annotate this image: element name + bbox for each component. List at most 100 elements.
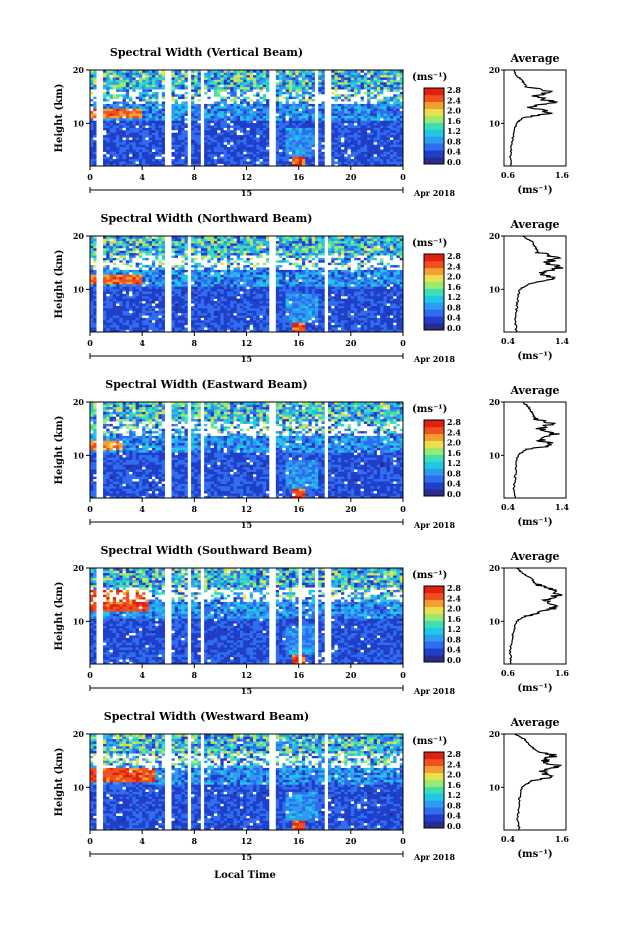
heatmap-cell: [367, 91, 371, 95]
heatmap-cell: [386, 72, 391, 76]
heatmap-cell: [220, 91, 224, 95]
heatmap-cell: [181, 91, 185, 95]
heatmap-cell: [399, 82, 404, 85]
heatmap-cell: [246, 137, 251, 140]
heatmap-cell: [275, 151, 280, 155]
heatmap-cell: [90, 245, 94, 249]
heatmap-cell: [357, 72, 361, 76]
heatmap-cell: [148, 98, 153, 102]
heatmap-cell: [171, 137, 176, 140]
heatmap-cell: [187, 144, 192, 148]
heatmap-cell: [233, 156, 238, 160]
heatmap-cell: [341, 106, 345, 109]
heatmap-cell: [360, 120, 365, 124]
heatmap-cell: [389, 91, 394, 95]
heatmap-cell: [266, 103, 270, 107]
heatmap-cell: [380, 98, 384, 102]
heatmap-cell: [106, 149, 110, 152]
heatmap-cell: [243, 163, 247, 167]
heatmap-cell: [178, 151, 182, 155]
heatmap-cell: [145, 79, 149, 83]
heatmap-cell: [129, 122, 133, 126]
heatmap-cell: [145, 98, 149, 102]
heatmap-cell: [155, 106, 159, 109]
heatmap-cell: [376, 89, 381, 92]
heatmap-cell: [99, 70, 104, 73]
heatmap-cell: [295, 130, 299, 133]
heatmap-cell: [161, 127, 166, 131]
heatmap-cell: [109, 312, 114, 316]
heatmap-cell: [347, 146, 352, 150]
heatmap-cell: [129, 269, 133, 273]
heatmap-cell: [116, 163, 120, 167]
heatmap-cell: [376, 146, 381, 150]
heatmap-cell: [253, 115, 257, 119]
heatmap-cell: [213, 94, 218, 97]
heatmap-cell: [99, 103, 104, 107]
heatmap-cell: [243, 127, 247, 131]
heatmap-cell: [138, 288, 143, 292]
heatmap-cell: [116, 161, 120, 164]
heatmap-cell: [184, 156, 189, 160]
heatmap-cell: [249, 103, 254, 107]
heatmap-cell: [142, 245, 146, 249]
colorbar-swatch: [424, 136, 444, 144]
heatmap-cell: [103, 262, 107, 266]
heatmap-cell: [204, 72, 208, 76]
heatmap-cell: [233, 72, 238, 76]
heatmap-cell: [389, 89, 394, 92]
heatmap-cell: [298, 120, 303, 124]
heatmap-cell: [184, 134, 189, 138]
heatmap-cell: [301, 82, 306, 85]
heatmap-cell: [337, 132, 342, 136]
heatmap-cell: [178, 132, 182, 136]
heatmap-cell: [96, 79, 101, 83]
heatmap-cell: [168, 315, 172, 318]
heatmap-cell: [129, 156, 133, 160]
heatmap-cell: [129, 308, 133, 311]
heatmap-cell: [298, 156, 303, 160]
heatmap-cell: [389, 163, 394, 167]
heatmap-cell: [184, 118, 189, 121]
heatmap-cell: [93, 120, 97, 124]
heatmap-cell: [109, 103, 114, 107]
heatmap-cell: [125, 284, 130, 287]
heatmap-cell: [122, 163, 127, 167]
heatmap-cell: [292, 77, 296, 80]
heatmap-cell: [125, 79, 130, 83]
heatmap-cell: [178, 137, 182, 140]
heatmap-cell: [197, 89, 202, 92]
heatmap-cell: [142, 149, 146, 152]
heatmap-cell: [308, 125, 313, 128]
heatmap-cell: [119, 238, 123, 242]
heatmap-cell: [318, 106, 322, 109]
heatmap-cell: [99, 137, 104, 140]
heatmap-cell: [116, 113, 120, 116]
heatmap-cell: [269, 113, 273, 116]
heatmap-cell: [204, 158, 208, 162]
heatmap-cell: [122, 98, 127, 102]
heatmap-cell: [220, 139, 224, 143]
heatmap-cell: [90, 257, 94, 261]
heatmap-cell: [275, 115, 280, 119]
heatmap-cell: [168, 137, 172, 140]
heatmap-cell: [194, 151, 198, 155]
heatmap-cell: [217, 89, 221, 92]
heatmap-cell: [373, 106, 378, 109]
heatmap-cell: [99, 281, 104, 285]
heatmap-cell: [119, 315, 123, 318]
heatmap-cell: [282, 146, 286, 150]
heatmap-cell: [164, 317, 169, 321]
heatmap-cell: [119, 70, 123, 73]
heatmap-cell: [171, 118, 176, 121]
heatmap-cell: [168, 324, 172, 328]
heatmap-cell: [311, 130, 316, 133]
heatmap-cell: [106, 84, 110, 88]
heatmap-cell: [161, 125, 166, 128]
heatmap-cell: [178, 298, 182, 302]
heatmap-cell: [116, 106, 120, 109]
heatmap-cell: [178, 127, 182, 131]
heatmap-cell: [135, 74, 140, 78]
heatmap-cell: [213, 77, 218, 80]
heatmap-cell: [129, 329, 133, 333]
